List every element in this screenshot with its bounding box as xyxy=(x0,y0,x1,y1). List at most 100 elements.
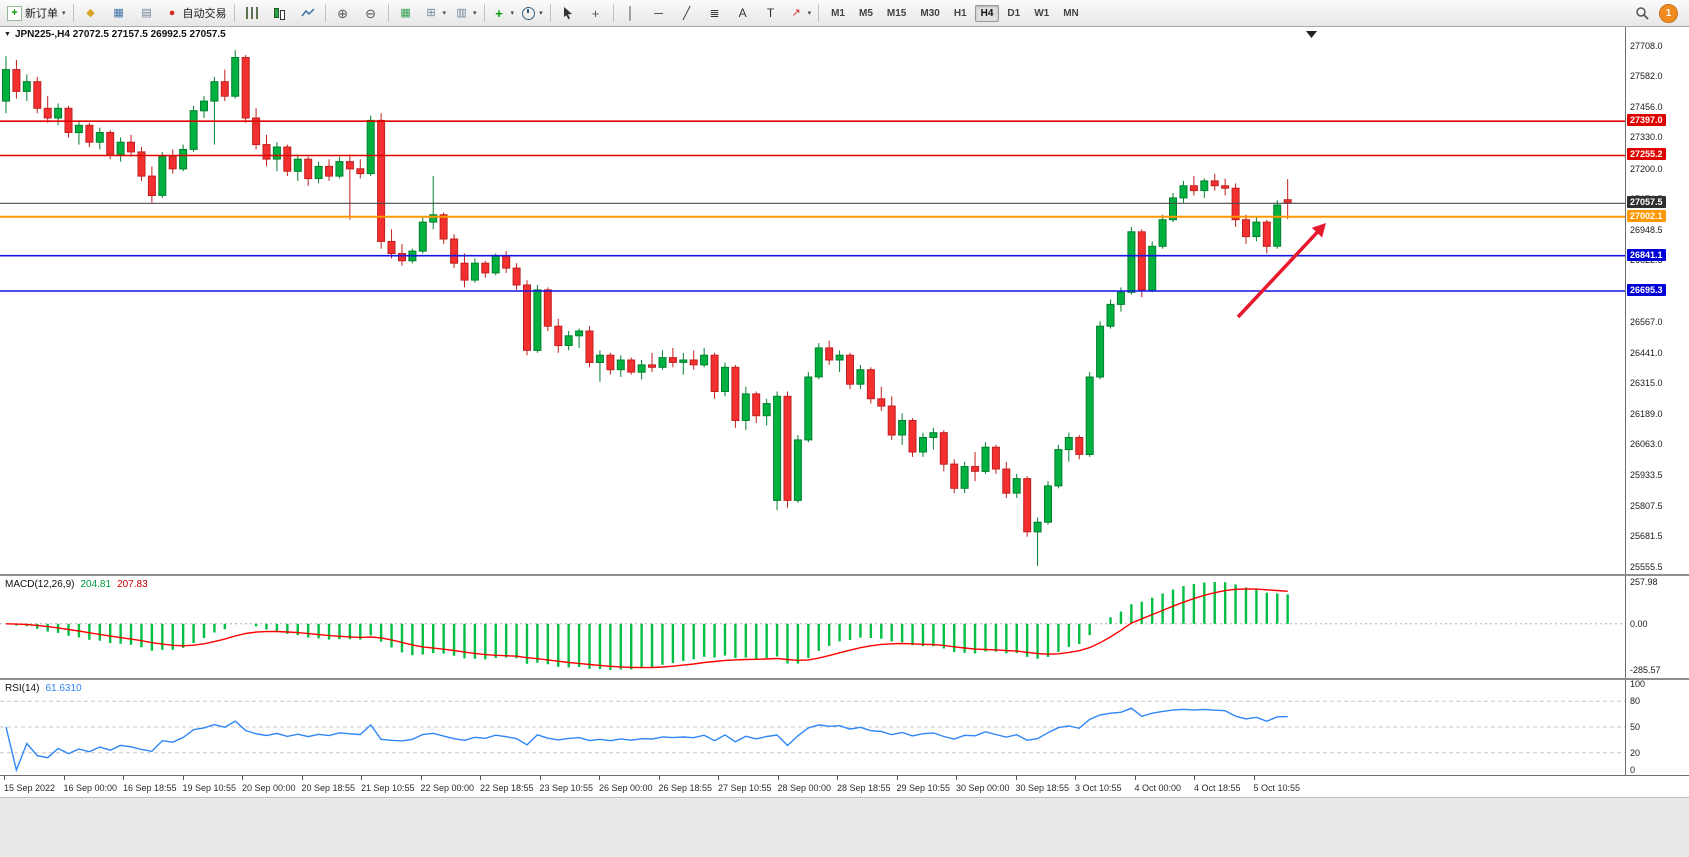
time-tick xyxy=(361,776,362,780)
new-order-button[interactable]: + 新订单 ▾ xyxy=(3,1,70,25)
chart-shift-marker-icon[interactable] xyxy=(1306,31,1317,38)
rsi-line xyxy=(5,707,1288,773)
tab-timeframe-w1[interactable]: W1 xyxy=(1034,7,1050,19)
tab-timeframe-m1[interactable]: M1 xyxy=(831,7,845,19)
new-chart-button[interactable]: ⊞ ▾ xyxy=(420,1,451,25)
macd-canvas[interactable] xyxy=(0,576,1625,678)
toolbar: + 新订单 ▾ ◆ ▦ ▤ ● 自动交易 ⊕ ⊖ ▦ ⊞ ▾ ▥ ▾ + ▾ ▾ + xyxy=(0,0,1689,27)
rsi-pane[interactable]: RSI(14) 61.6310 xyxy=(0,680,1625,774)
autotrading-icon: ● xyxy=(168,6,176,19)
macd-pane[interactable]: MACD(12,26,9) 204.81 207.83 xyxy=(0,576,1625,678)
data-window-button[interactable]: ▦ xyxy=(105,1,133,25)
charts-profile-button[interactable]: ◆ xyxy=(77,1,105,25)
tile-windows-button[interactable]: ▦ xyxy=(392,1,420,25)
one-click-collapse-icon[interactable]: ▼ xyxy=(4,31,11,38)
time-axis-label: 22 Sep 18:55 xyxy=(480,783,534,793)
cursor-icon xyxy=(563,7,572,20)
rsi-label: RSI(14) 61.6310 xyxy=(5,683,82,694)
line-chart-button[interactable] xyxy=(294,1,322,25)
zoom-out-button[interactable]: ⊖ xyxy=(357,1,385,25)
chevron-down-icon: ▾ xyxy=(473,10,477,17)
arrow-tools-button[interactable]: ↗ ▾ xyxy=(785,1,816,25)
search-button[interactable] xyxy=(1628,1,1656,25)
trend-arrow[interactable] xyxy=(1236,227,1322,319)
time-axis-label: 23 Sep 10:55 xyxy=(539,783,594,793)
cursor-button[interactable] xyxy=(554,1,582,25)
trendline-button[interactable]: ╱ xyxy=(673,1,701,25)
time-axis-label: 29 Sep 10:55 xyxy=(896,783,951,793)
time-axis-label: 26 Sep 00:00 xyxy=(599,783,653,793)
tab-timeframe-mn[interactable]: MN xyxy=(1063,7,1079,19)
time-tick xyxy=(658,776,660,780)
tile-windows-icon: ▦ xyxy=(400,6,411,19)
toolbar-separator xyxy=(549,4,551,22)
time-axis-label: 21 Sep 10:55 xyxy=(361,783,415,793)
indicators-button[interactable]: + ▾ xyxy=(488,1,519,25)
rsi-axis-label: 100 xyxy=(1630,679,1646,689)
price-tick-label: 25555.5 xyxy=(1630,561,1663,572)
data-window-icon: ▦ xyxy=(113,6,124,19)
time-tick xyxy=(837,776,838,780)
macd-name: MACD(12,26,9) xyxy=(5,579,75,590)
horizontal-line-icon: ─ xyxy=(654,6,663,20)
time-axis-label: 3 Oct 10:55 xyxy=(1075,783,1122,793)
pane-splitter[interactable] xyxy=(0,678,1689,680)
time-tick xyxy=(480,776,481,780)
label-tool-icon: T xyxy=(766,6,775,20)
macd-axis-label: -285.57 xyxy=(1630,665,1661,675)
zoom-out-icon: ⊖ xyxy=(365,5,376,21)
rsi-name: RSI(14) xyxy=(5,683,40,694)
price-pane[interactable]: ▼ JPN225-,H4 27072.5 27157.5 26992.5 270… xyxy=(0,27,1625,574)
fibonacci-button[interactable]: ≣ xyxy=(701,1,729,25)
tab-timeframe-d1[interactable]: D1 xyxy=(1007,7,1021,19)
bar-chart-icon xyxy=(245,7,258,19)
price-tick-label: 27456.0 xyxy=(1630,101,1663,112)
time-tick xyxy=(4,776,5,780)
price-chart-canvas[interactable] xyxy=(0,27,1625,574)
tab-timeframe-h4[interactable]: H4 xyxy=(974,4,1000,22)
plus-glyph: + xyxy=(11,7,18,19)
navigator-button[interactable]: ▤ xyxy=(133,1,161,25)
time-axis-label: 28 Sep 00:00 xyxy=(777,783,832,793)
autotrading-button[interactable]: ● 自动交易 xyxy=(161,1,231,25)
text-tool-icon: A xyxy=(738,6,747,20)
tab-timeframe-h1[interactable]: H1 xyxy=(953,7,967,19)
new-order-icon: + xyxy=(7,5,22,21)
notification-badge[interactable]: 1 xyxy=(1659,3,1678,23)
trendline-icon: ╱ xyxy=(682,6,691,20)
chart-profiles-button[interactable]: ▥ ▾ xyxy=(450,1,481,25)
toolbar-separator xyxy=(612,4,614,22)
time-tick xyxy=(420,776,422,780)
arrow-tool-icon: ↗ xyxy=(791,6,801,19)
time-axis-label: 27 Sep 10:55 xyxy=(718,783,772,793)
rsi-axis-label: 20 xyxy=(1630,747,1641,758)
time-axis-label: 20 Sep 18:55 xyxy=(301,783,356,793)
profile-icon: ◆ xyxy=(86,6,95,19)
time-tick xyxy=(301,776,303,780)
tab-timeframe-m5[interactable]: M5 xyxy=(859,7,873,19)
crosshair-button[interactable]: + xyxy=(582,1,610,25)
pane-splitter[interactable] xyxy=(0,574,1689,576)
chevron-down-icon: ▾ xyxy=(539,10,543,17)
time-axis-label: 30 Sep 18:55 xyxy=(1015,783,1070,793)
periods-button[interactable]: ▾ xyxy=(518,1,547,25)
time-tick xyxy=(1015,776,1017,780)
text-tool-button[interactable]: A xyxy=(729,1,757,25)
new-order-label: 新订单 xyxy=(25,8,58,20)
label-tool-button[interactable]: T xyxy=(757,1,785,25)
time-axis[interactable]: 15 Sep 2022 16 Sep 00:00 16 Sep 18:55 19 Se… xyxy=(0,775,1689,797)
zoom-in-button[interactable]: ⊕ xyxy=(329,1,357,25)
candlestick-chart-button[interactable] xyxy=(266,1,294,25)
price-tick-label: 27200.0 xyxy=(1630,163,1663,174)
rsi-canvas[interactable] xyxy=(0,680,1625,774)
bar-chart-button[interactable] xyxy=(238,1,266,25)
toolbar-separator xyxy=(233,4,235,22)
horizontal-line-button[interactable]: ─ xyxy=(645,1,673,25)
vertical-line-button[interactable]: │ xyxy=(617,1,645,25)
macd-axis-label: 257.98 xyxy=(1630,577,1658,587)
price-badge: 27002.1 xyxy=(1627,209,1666,222)
toolbar-separator xyxy=(483,4,485,22)
tab-timeframe-m15[interactable]: M15 xyxy=(886,7,907,19)
trend-arrow-head xyxy=(1311,223,1326,238)
tab-timeframe-m30[interactable]: M30 xyxy=(920,7,940,19)
